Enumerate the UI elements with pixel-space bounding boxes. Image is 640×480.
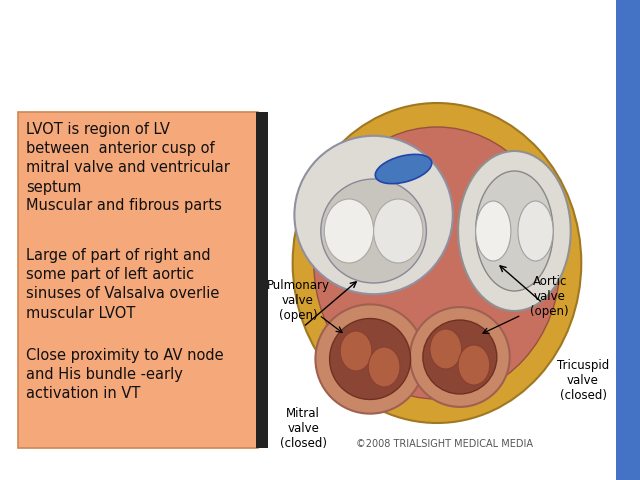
Ellipse shape	[430, 329, 461, 369]
Ellipse shape	[375, 155, 432, 184]
Ellipse shape	[476, 171, 553, 291]
Ellipse shape	[340, 331, 372, 371]
Circle shape	[294, 136, 453, 294]
Ellipse shape	[369, 347, 400, 387]
Text: Large of part of right and
some part of left aortic
sinuses of Valsalva overlie
: Large of part of right and some part of …	[26, 248, 220, 321]
Bar	[616, 0, 640, 480]
Ellipse shape	[476, 201, 511, 261]
Text: Tricuspid
valve
(closed): Tricuspid valve (closed)	[557, 359, 609, 402]
Text: Aortic
valve
(open): Aortic valve (open)	[531, 275, 569, 318]
Bar	[18, 112, 258, 448]
Text: Muscular and fibrous parts: Muscular and fibrous parts	[26, 198, 222, 213]
Circle shape	[410, 307, 509, 407]
Circle shape	[316, 304, 425, 414]
Ellipse shape	[324, 199, 374, 263]
Text: Close proximity to AV node
and His bundle -early
activation in VT: Close proximity to AV node and His bundl…	[26, 348, 223, 401]
Bar	[256, 112, 268, 448]
Text: LVOT is region of LV
between  anterior cusp of
mitral valve and ventricular
sept: LVOT is region of LV between anterior cu…	[26, 122, 230, 194]
Ellipse shape	[292, 103, 581, 423]
Circle shape	[423, 320, 497, 394]
Ellipse shape	[458, 151, 571, 311]
Ellipse shape	[458, 345, 490, 385]
Ellipse shape	[518, 201, 553, 261]
Text: Pulmonary
valve
(open): Pulmonary valve (open)	[266, 279, 330, 322]
Ellipse shape	[321, 179, 426, 283]
Circle shape	[330, 319, 411, 399]
Ellipse shape	[374, 199, 423, 263]
Ellipse shape	[314, 127, 560, 399]
Text: Mitral
valve
(closed): Mitral valve (closed)	[280, 407, 326, 450]
Text: ©2008 TRIALSIGHT MEDICAL MEDIA: ©2008 TRIALSIGHT MEDICAL MEDIA	[355, 439, 532, 449]
